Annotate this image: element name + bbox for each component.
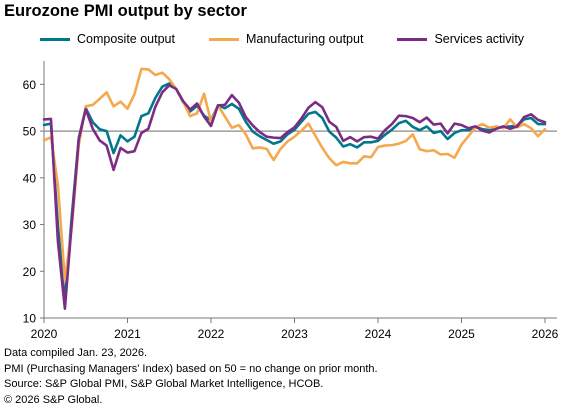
footnote-pmi-definition: PMI (Purchasing Managers' Index) based o…	[4, 362, 378, 375]
legend-label-services-activity: Services activity	[434, 32, 525, 46]
x-tick-label-2023: 2023	[281, 327, 308, 341]
legend-swatch-manufacturing-output	[208, 37, 239, 41]
x-tick-label-2024: 2024	[365, 327, 392, 341]
chart-title: Eurozone PMI output by sector	[4, 2, 247, 20]
y-tick-label-60: 60	[23, 78, 37, 92]
line-chart: 10 20 30 40 50 60 2020 2021 2022 2023 2024 2025 2026	[23, 61, 559, 341]
legend-label-composite-output: Composite output	[77, 32, 175, 46]
footnote-copyright: © 2026 S&P Global.	[4, 393, 103, 406]
footnote-compiled: Data compiled Jan. 23, 2026.	[4, 347, 148, 359]
y-tick-label-40: 40	[23, 171, 37, 185]
series-line-manufacturing-output	[42, 67, 547, 282]
legend: Composite output Manufacturing output Serv…	[40, 31, 524, 47]
x-tick-label-2025: 2025	[448, 327, 475, 341]
x-tick-label-2021: 2021	[114, 327, 141, 341]
legend-label-manufacturing-output: Manufacturing output	[245, 32, 364, 46]
x-tick-label-2022: 2022	[198, 327, 225, 341]
y-tick-label-30: 30	[23, 218, 37, 232]
legend-item-composite-output: Composite output	[40, 32, 175, 46]
y-tick-label-20: 20	[23, 265, 37, 279]
series-line-services-activity	[42, 84, 547, 310]
footnotes: Data compiled Jan. 23, 2026. PMI (Purcha…	[4, 346, 378, 408]
x-tick-label-2020: 2020	[31, 327, 58, 341]
legend-item-manufacturing-output: Manufacturing output	[208, 32, 364, 46]
x-tick-label-2026: 2026	[532, 327, 559, 341]
legend-swatch-services-activity	[397, 37, 428, 41]
legend-swatch-composite-output	[40, 37, 70, 41]
y-tick-label-50: 50	[23, 125, 37, 139]
y-tick-label-10: 10	[23, 312, 37, 326]
footnote-source: Source: S&P Global PMI, S&P Global Marke…	[4, 378, 324, 390]
series-line-composite-output	[42, 82, 547, 303]
legend-item-services-activity: Services activity	[397, 32, 524, 46]
